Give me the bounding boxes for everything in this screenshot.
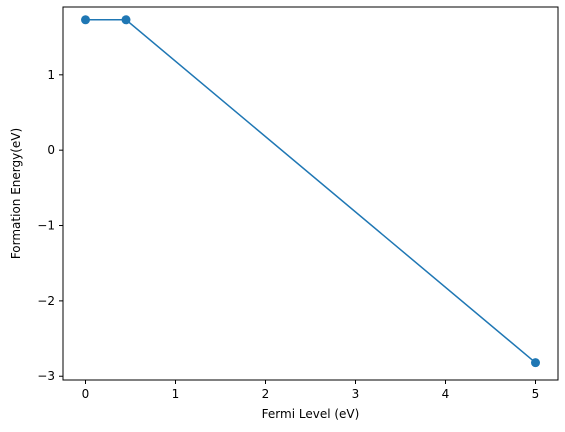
data-point xyxy=(121,15,131,25)
data-point xyxy=(531,358,540,368)
x-tick-label: 1 xyxy=(172,387,180,401)
x-tick-label: 0 xyxy=(82,387,90,401)
x-tick-label: 5 xyxy=(532,387,540,401)
y-tick-label: 1 xyxy=(47,68,55,82)
series-line xyxy=(85,19,536,364)
x-tick-label: 4 xyxy=(442,387,450,401)
axes-frame xyxy=(62,6,559,381)
plot-area xyxy=(81,15,540,368)
y-tick-label: −2 xyxy=(37,294,55,308)
x-axis-label: Fermi Level (eV) xyxy=(262,407,360,421)
y-axis-label: Formation Energy(eV) xyxy=(9,128,23,259)
x-tick-label: 2 xyxy=(262,387,270,401)
y-tick-label: −3 xyxy=(37,369,55,383)
data-point xyxy=(81,15,90,25)
axes: 0 1 2 3 4 5 −3 −2 −1 0 1 xyxy=(37,6,559,401)
y-tick-label: 0 xyxy=(47,143,55,157)
y-tick-label: −1 xyxy=(37,219,55,233)
x-tick-label: 3 xyxy=(352,387,360,401)
